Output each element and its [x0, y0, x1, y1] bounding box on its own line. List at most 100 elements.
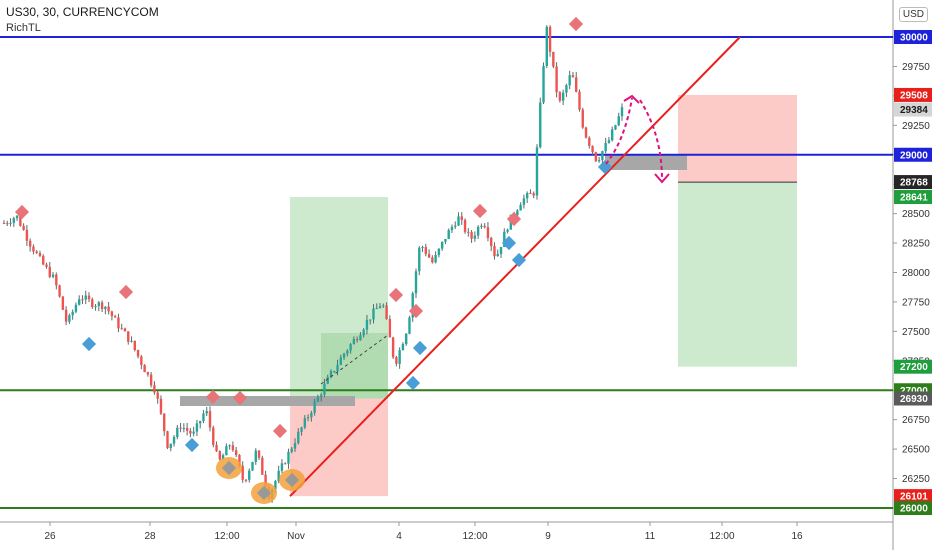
candle-body [153, 385, 156, 393]
x-tick-label: 11 [645, 531, 656, 542]
low-marker [511, 252, 527, 268]
candle-body [218, 451, 222, 460]
candle-body [97, 302, 101, 307]
candle-body [130, 340, 133, 342]
candle-body [287, 451, 290, 464]
trendline [289, 36, 741, 497]
price-label [894, 147, 932, 162]
high-marker [568, 16, 584, 32]
candle-body [319, 394, 323, 397]
candle-body [58, 285, 61, 297]
candle-body [372, 308, 375, 320]
candle-body [64, 309, 68, 322]
candle-body [202, 413, 205, 422]
candle-body [100, 302, 104, 310]
candle-body [28, 240, 32, 247]
candle-body [525, 193, 529, 199]
symbol-title[interactable]: US30, 30, CURRENCYCOM [6, 5, 159, 19]
candle-body [591, 145, 594, 153]
candle-body [378, 306, 382, 309]
candle-body [558, 92, 562, 101]
candle-body [25, 229, 29, 241]
candle-body [369, 319, 372, 321]
gray-zone-right [605, 154, 687, 170]
candle-body [620, 107, 624, 117]
candle-body [431, 257, 434, 263]
candle-body [352, 339, 356, 345]
plot-area [0, 0, 893, 522]
candle-body [418, 247, 421, 272]
candle-body [107, 306, 110, 312]
price-label-text: 27000 [900, 386, 928, 397]
candle-body [84, 295, 87, 300]
orange-marker-diamond [221, 460, 237, 476]
candle-body [104, 306, 107, 310]
candle-body [91, 299, 94, 308]
candle-body [333, 370, 336, 372]
candle-body [473, 235, 477, 239]
candle-body [117, 317, 120, 329]
author-label: RichTL [6, 22, 41, 34]
candle-body [385, 305, 388, 320]
candle-body [234, 450, 238, 456]
long-profit-zone [290, 197, 388, 399]
candle-body [539, 102, 542, 148]
candle-body [588, 137, 591, 146]
x-tick-label: 12:00 [462, 531, 487, 542]
candle-body [316, 396, 320, 402]
chart-header: US30, 30, CURRENCYCOM RichTL [6, 4, 159, 36]
currency-button[interactable]: USD [898, 7, 928, 22]
candle-body [427, 253, 431, 258]
candle-body [133, 340, 136, 351]
candle-body [221, 455, 225, 460]
candle-body [532, 193, 535, 196]
candle-body [391, 337, 395, 358]
candle-body [503, 231, 506, 247]
x-tick-label: 9 [545, 531, 551, 542]
candle-body [499, 246, 503, 254]
candle-body [68, 315, 71, 322]
price-label-text: 26101 [900, 492, 928, 503]
candle-body [535, 147, 539, 196]
candle-body [290, 448, 293, 452]
candle-body [172, 437, 176, 444]
candle-body [48, 266, 51, 277]
candle-body [156, 392, 159, 399]
candle-body [225, 446, 228, 456]
price-label-text: 28641 [900, 193, 928, 204]
candle-body [614, 125, 617, 130]
candle-body [143, 364, 146, 373]
candle-body [169, 443, 172, 449]
y-tick-label: 27500 [902, 327, 930, 338]
candle-body [355, 339, 359, 341]
price-label [894, 359, 932, 374]
candle-body [555, 66, 558, 93]
high-marker [472, 203, 488, 219]
candle-body [382, 305, 385, 307]
candle-body [166, 431, 169, 449]
candle-body [401, 344, 405, 351]
high-marker [272, 423, 288, 439]
candle-body [365, 320, 369, 330]
candle-body [185, 428, 189, 431]
x-tick-label: 26 [44, 531, 56, 542]
candle-body [346, 350, 349, 354]
candle-body [463, 219, 467, 232]
low-marker [405, 375, 421, 391]
candle-body [87, 295, 91, 300]
candle-body [238, 455, 241, 467]
candle-body [146, 372, 150, 375]
candle-body [437, 248, 441, 256]
candle-body [483, 225, 486, 228]
x-tick-label: 12:00 [709, 531, 734, 542]
candle-body [251, 461, 254, 471]
candle-body [300, 427, 303, 432]
candle-body [140, 356, 143, 365]
candle-body [6, 223, 9, 225]
price-label-text: 29508 [900, 90, 928, 101]
high-marker [232, 390, 248, 406]
candle-body [349, 344, 352, 351]
candle-body [78, 299, 81, 305]
candle-body [61, 296, 65, 310]
